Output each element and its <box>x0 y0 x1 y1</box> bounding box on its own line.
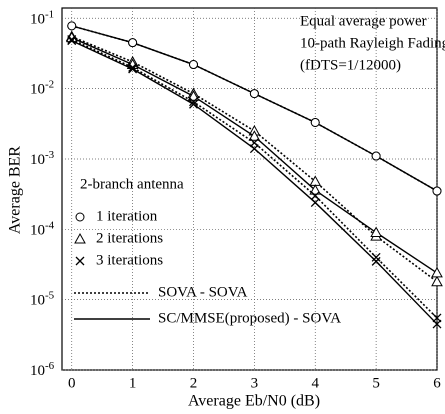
marker-circle <box>371 151 381 161</box>
marker-cross <box>189 97 198 107</box>
marker-circle <box>432 186 442 196</box>
x-axis-label: Average Eb/N0 (dB) <box>188 393 320 410</box>
legend-label: 2 iterations <box>96 230 163 246</box>
marker-cross <box>371 252 381 262</box>
marker-triangle <box>187 90 200 101</box>
annotation: Equal average power <box>300 13 427 29</box>
legend-label: 1 iteration <box>96 208 158 224</box>
marker-circle <box>188 60 198 70</box>
legend-label: SOVA - SOVA <box>158 284 248 300</box>
y-tick-label: 10-2 <box>30 78 54 98</box>
marker-triangle <box>309 184 322 195</box>
y-tick-label: 10-1 <box>30 8 54 28</box>
marker-circle <box>310 117 320 127</box>
y-tick-label: 10-4 <box>30 219 55 239</box>
legend-label: 3 iterations <box>96 252 163 268</box>
legend-label: SC/MMSE(proposed) - SOVA <box>158 310 341 326</box>
marker-circle <box>67 21 77 31</box>
marker-cross <box>310 198 320 208</box>
marker-cross <box>432 319 442 329</box>
y-tick-label: 10-5 <box>30 289 55 309</box>
marker-cross <box>128 64 138 74</box>
x-tick-label: 4 <box>311 375 319 391</box>
marker-circle <box>75 212 85 222</box>
marker-triangle <box>248 130 261 141</box>
marker-cross <box>189 99 198 109</box>
marker-triangle <box>74 232 86 244</box>
marker-cross <box>67 36 77 46</box>
annotation: 2-branch antenna <box>80 176 184 192</box>
annotation: 10-path Rayleigh Fading <box>300 35 445 51</box>
x-tick-label: 5 <box>372 375 380 391</box>
marker-cross <box>249 144 259 154</box>
annotation: (fDTS=1/12000) <box>300 57 401 73</box>
marker-triangle <box>370 226 382 238</box>
x-tick-label: 0 <box>68 375 76 391</box>
marker-circle <box>249 89 259 99</box>
marker-triangle <box>431 266 443 278</box>
marker-cross <box>310 191 320 201</box>
x-tick-label: 3 <box>251 375 259 391</box>
x-tick-label: 6 <box>433 375 441 391</box>
y-tick-label: 10-3 <box>30 148 55 168</box>
x-tick-label: 1 <box>129 375 137 391</box>
marker-triangle <box>431 275 443 287</box>
marker-cross <box>371 256 381 266</box>
x-tick-label: 2 <box>190 375 198 391</box>
y-axis-label: Average BER <box>7 146 24 234</box>
marker-cross <box>75 256 85 266</box>
marker-circle <box>128 38 138 48</box>
y-tick-label: 10-6 <box>30 360 55 380</box>
